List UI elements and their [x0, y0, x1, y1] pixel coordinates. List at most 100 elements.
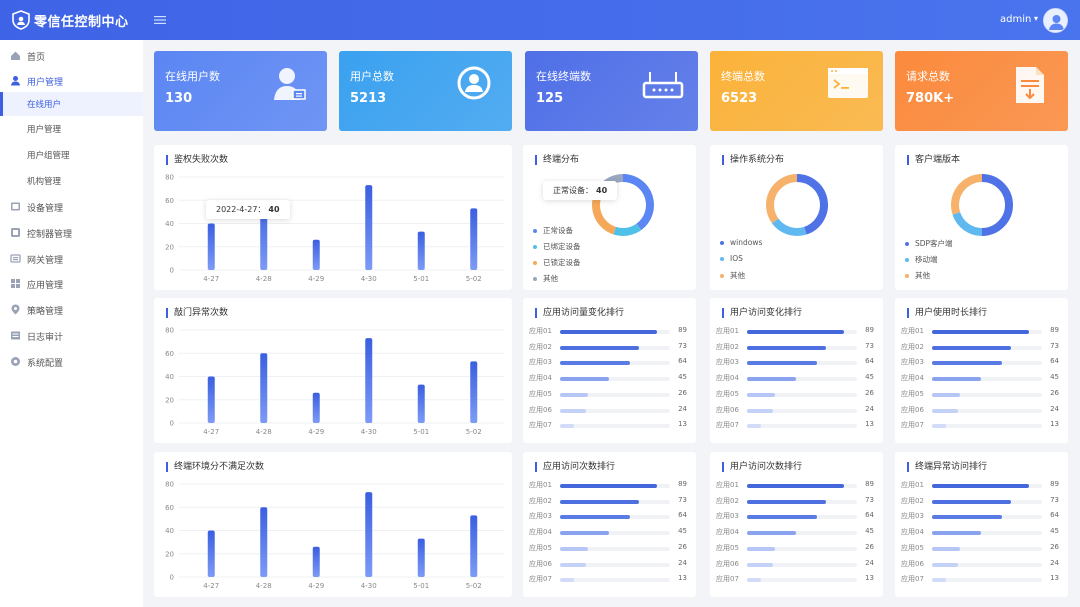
- bar[interactable]: [470, 208, 478, 270]
- ranking-row[interactable]: 应用07 13: [523, 573, 696, 588]
- ranking-row[interactable]: 应用01 89: [523, 479, 696, 494]
- sidebar-item-6[interactable]: 设备管理: [0, 195, 143, 219]
- donut-slice[interactable]: [622, 174, 654, 231]
- ranking-row[interactable]: 应用04 45: [710, 526, 883, 541]
- ranking-row[interactable]: 应用02 73: [895, 495, 1068, 510]
- sidebar-item-9[interactable]: 应用管理: [0, 272, 143, 296]
- sidebar-item-4[interactable]: 用户组管理: [0, 143, 143, 167]
- ranking-row[interactable]: 应用05 26: [895, 542, 1068, 557]
- avatar[interactable]: [1043, 8, 1068, 33]
- bar[interactable]: [417, 384, 425, 423]
- ranking-row[interactable]: 应用06 24: [710, 558, 883, 573]
- ranking-card-0: 应用访问量变化排行 应用01 89 应用02 73 应用03 64 应用04 45 应用05 26 应…: [523, 298, 696, 443]
- ranking-row[interactable]: 应用01 89: [523, 325, 696, 340]
- chevron-down-icon[interactable]: ▾: [1034, 14, 1039, 23]
- sidebar-item-10[interactable]: 策略管理: [0, 298, 143, 322]
- stat-card-0[interactable]: 在线用户数 130: [154, 51, 327, 131]
- bar[interactable]: [470, 361, 478, 423]
- ranking-row[interactable]: 应用01 89: [895, 325, 1068, 340]
- ranking-row[interactable]: 应用07 13: [710, 573, 883, 588]
- online-user-icon: [274, 68, 306, 100]
- bar[interactable]: [207, 223, 215, 271]
- stat-card-2[interactable]: 在线终端数 125: [525, 51, 698, 131]
- sidebar-item-1[interactable]: 用户管理: [0, 69, 143, 93]
- donut-slice[interactable]: [766, 174, 798, 224]
- bar[interactable]: [207, 376, 215, 424]
- bar[interactable]: [365, 492, 373, 577]
- donut-slice[interactable]: [796, 174, 828, 235]
- bar[interactable]: [417, 538, 425, 577]
- bar[interactable]: [417, 231, 425, 270]
- bar-chart-card-2: 终端环境分不满足次数 0 20 40 60 80 4-27 4-28 4-29 4-30 5-01 5…: [154, 452, 512, 597]
- sidebar-item-5[interactable]: 机构管理: [0, 169, 143, 193]
- ranking-row[interactable]: 应用03 64: [895, 356, 1068, 371]
- y-tick-label: 80: [165, 327, 174, 335]
- bar[interactable]: [365, 338, 373, 423]
- sidebar-item-11[interactable]: 日志审计: [0, 324, 143, 348]
- ranking-row[interactable]: 应用05 26: [710, 542, 883, 557]
- bar[interactable]: [207, 530, 215, 578]
- ranking-row[interactable]: 应用05 26: [895, 388, 1068, 403]
- sidebar-item-12[interactable]: 系统配置: [0, 350, 143, 374]
- menu-toggle-icon[interactable]: [153, 13, 167, 27]
- ranking-row[interactable]: 应用07 13: [523, 419, 696, 434]
- ranking-row[interactable]: 应用03 64: [710, 510, 883, 525]
- ranking-row[interactable]: 应用06 24: [523, 404, 696, 419]
- ranking-row[interactable]: 应用04 45: [895, 526, 1068, 541]
- sidebar-item-0[interactable]: 首页: [0, 44, 143, 68]
- card-title: 敲门异常次数: [166, 308, 228, 318]
- donut-slice[interactable]: [951, 174, 983, 215]
- x-tick-label: 4-28: [256, 275, 272, 283]
- bar[interactable]: [312, 239, 320, 270]
- ranking-row[interactable]: 应用03 64: [523, 356, 696, 371]
- bar[interactable]: [260, 507, 268, 577]
- ranking-row[interactable]: 应用05 26: [523, 542, 696, 557]
- bar[interactable]: [470, 515, 478, 577]
- ranking-row[interactable]: 应用01 89: [895, 479, 1068, 494]
- terminal-icon: [828, 68, 868, 98]
- donut-chart: [592, 174, 654, 236]
- ranking-row[interactable]: 应用06 24: [895, 404, 1068, 419]
- donut-slice[interactable]: [613, 223, 642, 236]
- stat-card-3[interactable]: 终端总数 6523: [710, 51, 883, 131]
- bar[interactable]: [312, 392, 320, 423]
- bar[interactable]: [312, 546, 320, 577]
- x-tick-label: 5-02: [466, 428, 482, 436]
- ranking-row[interactable]: 应用02 73: [710, 495, 883, 510]
- sidebar-item-2[interactable]: 在线用户: [0, 92, 143, 116]
- ranking-row[interactable]: 应用04 45: [895, 372, 1068, 387]
- donut-slice[interactable]: [981, 174, 1013, 236]
- user-name[interactable]: admin: [1000, 14, 1032, 25]
- ranking-row[interactable]: 应用05 26: [523, 388, 696, 403]
- ranking-row[interactable]: 应用03 64: [895, 510, 1068, 525]
- stat-card-4[interactable]: 请求总数 780K+: [895, 51, 1068, 131]
- ranking-row[interactable]: 应用04 45: [710, 372, 883, 387]
- stat-card-1[interactable]: 用户总数 5213: [339, 51, 512, 131]
- ranking-row[interactable]: 应用07 13: [710, 419, 883, 434]
- ranking-row[interactable]: 应用05 26: [710, 388, 883, 403]
- ranking-row[interactable]: 应用02 73: [710, 341, 883, 356]
- ranking-row[interactable]: 应用04 45: [523, 526, 696, 541]
- ranking-row[interactable]: 应用02 73: [895, 341, 1068, 356]
- ranking-row[interactable]: 应用01 89: [710, 325, 883, 340]
- ranking-row[interactable]: 应用01 89: [710, 479, 883, 494]
- bar[interactable]: [365, 185, 373, 270]
- ranking-row[interactable]: 应用02 73: [523, 495, 696, 510]
- ranking-row[interactable]: 应用07 13: [895, 419, 1068, 434]
- ranking-row[interactable]: 应用07 13: [895, 573, 1068, 588]
- sidebar-item-3[interactable]: 用户管理: [0, 117, 143, 141]
- ranking-row[interactable]: 应用04 45: [523, 372, 696, 387]
- ranking-row[interactable]: 应用03 64: [710, 356, 883, 371]
- ranking-row[interactable]: 应用06 24: [523, 558, 696, 573]
- policy-icon: [11, 304, 20, 315]
- ranking-row[interactable]: 应用06 24: [895, 558, 1068, 573]
- ranking-row[interactable]: 应用03 64: [523, 510, 696, 525]
- ranking-row[interactable]: 应用02 73: [523, 341, 696, 356]
- donut-slice[interactable]: [771, 218, 807, 236]
- bar[interactable]: [260, 353, 268, 423]
- donut-slice[interactable]: [952, 211, 983, 236]
- ranking-row[interactable]: 应用06 24: [710, 404, 883, 419]
- ranking-bar: [932, 562, 959, 567]
- sidebar-item-8[interactable]: 网关管理: [0, 247, 143, 271]
- sidebar-item-7[interactable]: 控制器管理: [0, 221, 143, 245]
